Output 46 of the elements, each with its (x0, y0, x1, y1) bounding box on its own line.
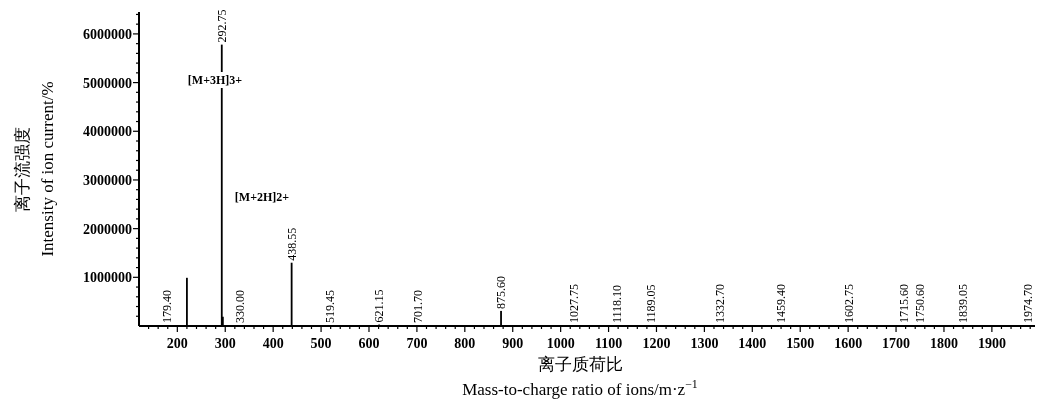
annotation: 621.15 (372, 289, 387, 323)
annotation: 1027.75 (566, 284, 581, 324)
y-tick-label: 6000000 (83, 26, 132, 42)
x-tick-label: 900 (502, 336, 524, 351)
annotation: 1118.10 (610, 284, 625, 324)
x-tick-label: 1600 (834, 336, 863, 351)
x-tick-label: 700 (406, 336, 428, 351)
x-tick-label: 1700 (882, 336, 911, 351)
annotation: 701.70 (410, 290, 425, 324)
x-tick-label: 1300 (690, 336, 719, 351)
y-tick-label: 5000000 (83, 75, 132, 91)
y-tick-label: 3000000 (83, 172, 132, 188)
annotation: 1839.05 (955, 284, 970, 324)
annotation: 1189.05 (644, 284, 659, 324)
y-tick-label: 1000000 (83, 269, 132, 285)
annotation: 1750.60 (913, 284, 928, 324)
annotation: 875.60 (494, 275, 509, 309)
annotation: 1602.75 (842, 284, 857, 324)
x-tick-label: 300 (214, 336, 236, 351)
x-tick-label: 1100 (594, 336, 623, 351)
x-tick-label: 600 (358, 336, 380, 351)
x-tick-label: 1200 (642, 336, 671, 351)
annotation: 519.45 (323, 290, 338, 324)
x-tick-label: 800 (454, 336, 476, 351)
annotation: 330.00 (232, 290, 247, 324)
x-tick-label: 400 (262, 336, 284, 351)
annotation: 1715.60 (896, 284, 911, 324)
x-axis-title: 离子质荷比 Mass-to-charge ratio of ions/m·z$^{−1}$ (462, 355, 698, 399)
y-tick-label: 2000000 (83, 221, 132, 237)
x-tick-label: 1000 (546, 336, 575, 351)
annotation: 438.55 (284, 227, 299, 261)
annotation: 1974.70 (1020, 284, 1035, 324)
annotation: [M+2H]2+ (234, 190, 290, 204)
annotation: 1332.70 (713, 284, 728, 324)
x-tick-label: 500 (310, 336, 332, 351)
x-tick-label: 1900 (977, 336, 1006, 351)
x-tick-label: 1400 (738, 336, 767, 351)
annotation: [M+3H]3+ (187, 73, 243, 87)
annotation: 292.75 (214, 9, 229, 43)
y-axis-title: 离子流强度 Intensity of ion current/% (12, 81, 57, 257)
x-tick-label: 1500 (786, 336, 815, 351)
y-tick-label: 4000000 (83, 123, 132, 139)
x-tick-label: 200 (166, 336, 188, 351)
annotation: 179.40 (160, 290, 175, 324)
annotation: 1459.40 (773, 284, 788, 324)
x-tick-label: 1800 (929, 336, 958, 351)
